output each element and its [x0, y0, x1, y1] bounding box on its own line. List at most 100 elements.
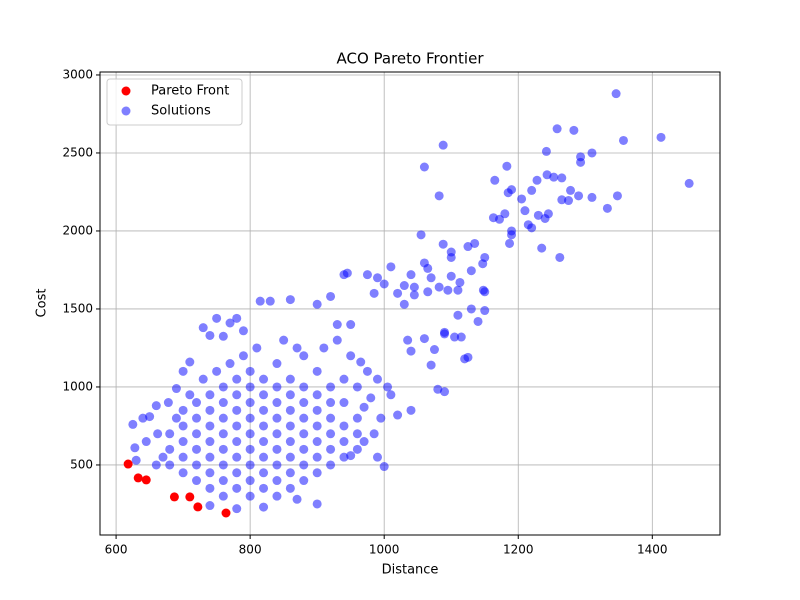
point: [212, 313, 222, 323]
point: [272, 398, 282, 408]
point: [245, 366, 255, 376]
point: [346, 320, 356, 330]
point: [426, 360, 436, 370]
point: [346, 451, 356, 461]
point: [299, 444, 309, 454]
point: [443, 285, 453, 295]
point: [369, 429, 379, 439]
point: [339, 421, 349, 431]
point: [299, 398, 309, 408]
point: [205, 405, 215, 415]
point: [409, 282, 419, 292]
point: [193, 502, 203, 512]
point: [232, 390, 242, 400]
point: [218, 491, 228, 501]
point: [312, 452, 322, 462]
point: [245, 444, 255, 454]
point: [503, 188, 513, 198]
point: [470, 238, 480, 248]
point: [185, 357, 195, 367]
point: [259, 483, 269, 493]
point: [352, 382, 362, 392]
point: [205, 330, 215, 340]
point: [372, 374, 382, 384]
point: [312, 437, 322, 447]
x-axis-label: Distance: [382, 563, 439, 578]
point: [312, 299, 322, 309]
point: [133, 473, 143, 483]
point: [192, 476, 202, 486]
x-tick-label: 1200: [503, 543, 534, 557]
point: [490, 175, 500, 185]
x-tick-label: 1000: [369, 543, 400, 557]
legend-box: [106, 78, 243, 126]
point: [463, 242, 473, 252]
point: [326, 382, 336, 392]
point: [419, 258, 429, 268]
point: [245, 382, 255, 392]
point: [205, 390, 215, 400]
point: [569, 125, 579, 135]
x-tick-label: 1400: [637, 543, 668, 557]
point: [326, 398, 336, 408]
point: [205, 501, 215, 511]
x-tick-label: 600: [105, 543, 128, 557]
point: [312, 468, 322, 478]
point: [456, 332, 466, 342]
point: [406, 270, 416, 280]
point: [455, 277, 465, 287]
point: [576, 157, 586, 167]
point: [423, 287, 433, 297]
point: [446, 271, 456, 281]
point: [130, 443, 140, 453]
point: [272, 491, 282, 501]
point: [684, 178, 694, 188]
legend-marker: [121, 106, 131, 116]
point: [225, 318, 235, 328]
point: [163, 398, 173, 408]
point: [141, 437, 151, 447]
y-tick-label: 3000: [62, 67, 93, 81]
point: [299, 429, 309, 439]
point: [557, 195, 567, 205]
point: [434, 191, 444, 201]
point: [326, 460, 336, 470]
point: [245, 491, 255, 501]
point: [259, 405, 269, 415]
point: [473, 316, 483, 326]
point: [259, 437, 269, 447]
legend-label: Solutions: [151, 104, 211, 119]
point: [359, 402, 369, 412]
point: [259, 421, 269, 431]
point: [602, 203, 612, 213]
point: [433, 384, 443, 394]
point: [409, 290, 419, 300]
point: [438, 140, 448, 150]
point: [245, 398, 255, 408]
point: [386, 262, 396, 272]
point: [564, 196, 574, 206]
point: [192, 444, 202, 454]
point: [326, 291, 336, 301]
legend-marker: [121, 86, 131, 96]
point: [218, 331, 228, 341]
point: [549, 172, 559, 182]
point: [285, 374, 295, 384]
point: [618, 135, 628, 145]
point: [158, 452, 168, 462]
point: [450, 332, 460, 342]
point: [416, 230, 426, 240]
point: [541, 146, 551, 156]
point: [466, 266, 476, 276]
point: [165, 429, 175, 439]
point: [192, 413, 202, 423]
point: [372, 452, 382, 462]
y-tick-label: 2000: [62, 223, 93, 237]
point: [339, 437, 349, 447]
point: [171, 384, 181, 394]
point: [543, 209, 553, 219]
point: [178, 366, 188, 376]
point: [178, 421, 188, 431]
point: [272, 382, 282, 392]
point: [346, 351, 356, 361]
